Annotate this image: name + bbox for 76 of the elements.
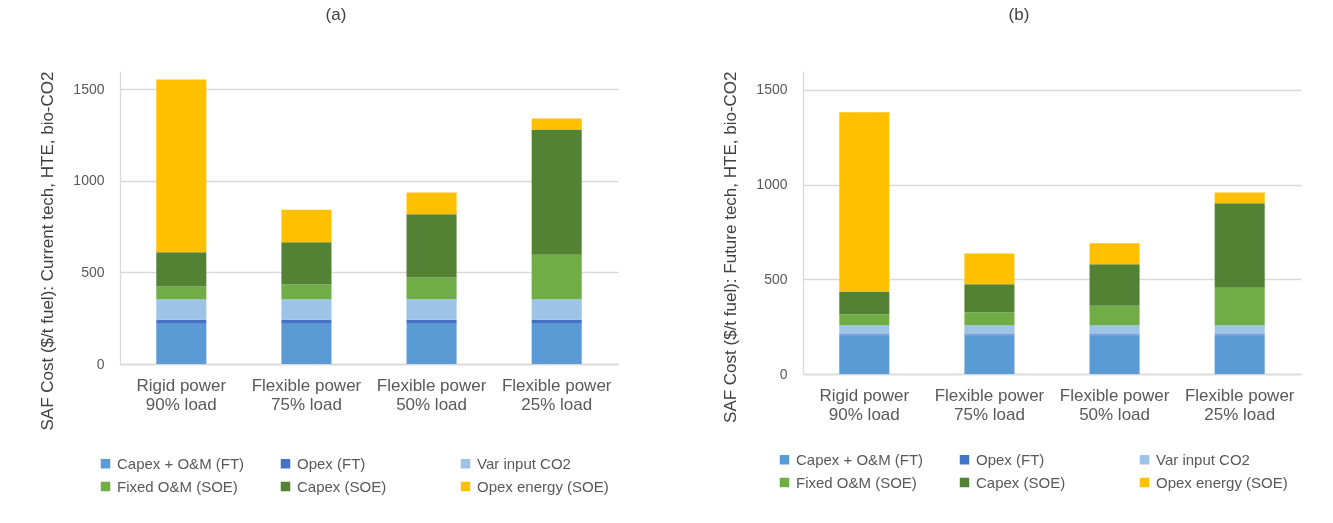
bar [406, 214, 457, 278]
x-tick-label: Flexible power 50% load [376, 375, 487, 414]
y-tick-label: 0 [96, 355, 105, 372]
bar [281, 299, 332, 320]
y-tick-label: 1000 [756, 176, 788, 193]
y-tick-label: 500 [764, 270, 788, 287]
y-tick-label: 0 [779, 365, 788, 382]
bar [964, 312, 1015, 326]
legend-label: Opex (FT) [976, 450, 1045, 468]
chart-title: (b) [1008, 5, 1030, 24]
bar [156, 319, 207, 324]
bar [1089, 325, 1140, 335]
legend-label: Var input CO2 [477, 454, 571, 472]
x-tick-label: Flexible power 25% load [1184, 385, 1295, 424]
legend-label: Capex (SOE) [297, 477, 387, 495]
x-tick-label: Rigid power 90% load [136, 375, 227, 414]
bar [1214, 325, 1265, 335]
bar [1089, 335, 1140, 374]
x-tick-label: Flexible power 75% load [251, 375, 362, 414]
bar [281, 323, 332, 364]
bar [839, 314, 890, 326]
x-tick-label: Rigid power 90% load [819, 385, 910, 424]
bar [839, 112, 890, 292]
bar [1214, 203, 1265, 288]
bar [1089, 243, 1140, 265]
bar [1089, 305, 1140, 326]
legend-label: Fixed O&M (SOE) [796, 473, 917, 491]
bar [406, 277, 457, 300]
bar [839, 335, 890, 374]
legend-label: Var input CO2 [1156, 450, 1250, 468]
x-tick-label: Flexible power 75% load [934, 385, 1045, 424]
x-tick-label: Flexible power 25% load [501, 375, 612, 414]
bar [839, 325, 890, 335]
legend-label: Capex + O&M (FT) [796, 450, 924, 468]
bar [281, 319, 332, 324]
legend-label: Capex + O&M (FT) [117, 454, 245, 472]
bar [156, 323, 207, 364]
bar [406, 299, 457, 320]
bar [531, 254, 582, 300]
bar [406, 323, 457, 364]
bar [964, 325, 1015, 335]
bar [156, 286, 207, 300]
bar [406, 192, 457, 215]
bar [1214, 335, 1265, 374]
bar [964, 335, 1015, 374]
y-tick-label: 500 [81, 263, 105, 280]
bar [839, 291, 890, 315]
bar [964, 253, 1015, 285]
bar [156, 299, 207, 320]
y-axis-title: SAF Cost ($/t fuel): Future tech, HTE, bio-CO2 [721, 71, 741, 423]
bar [531, 129, 582, 255]
bar [531, 118, 582, 130]
bar [1214, 192, 1265, 204]
legend-label: Opex (FT) [297, 454, 366, 472]
y-tick-label: 1500 [756, 81, 788, 98]
legend-label: Capex (SOE) [976, 473, 1066, 491]
bar [281, 284, 332, 300]
chart-title: (a) [325, 5, 347, 24]
bar [1214, 287, 1265, 326]
legend-label: Fixed O&M (SOE) [117, 477, 238, 495]
bar [531, 299, 582, 320]
bar [964, 284, 1015, 313]
bar [156, 79, 207, 253]
bar [281, 209, 332, 243]
y-tick-label: 1000 [73, 172, 105, 189]
bar [281, 242, 332, 285]
bar [1089, 264, 1140, 306]
legend-label: Opex energy (SOE) [1156, 473, 1288, 491]
bar [156, 252, 207, 287]
x-tick-label: Flexible power 50% load [1059, 385, 1170, 424]
bar [531, 323, 582, 364]
bar [531, 319, 582, 324]
y-tick-label: 1500 [73, 80, 105, 97]
bar [406, 319, 457, 324]
y-axis-title: SAF Cost ($/t fuel): Current tech, HTE, bio-CO2 [38, 71, 58, 431]
legend-label: Opex energy (SOE) [477, 477, 609, 495]
